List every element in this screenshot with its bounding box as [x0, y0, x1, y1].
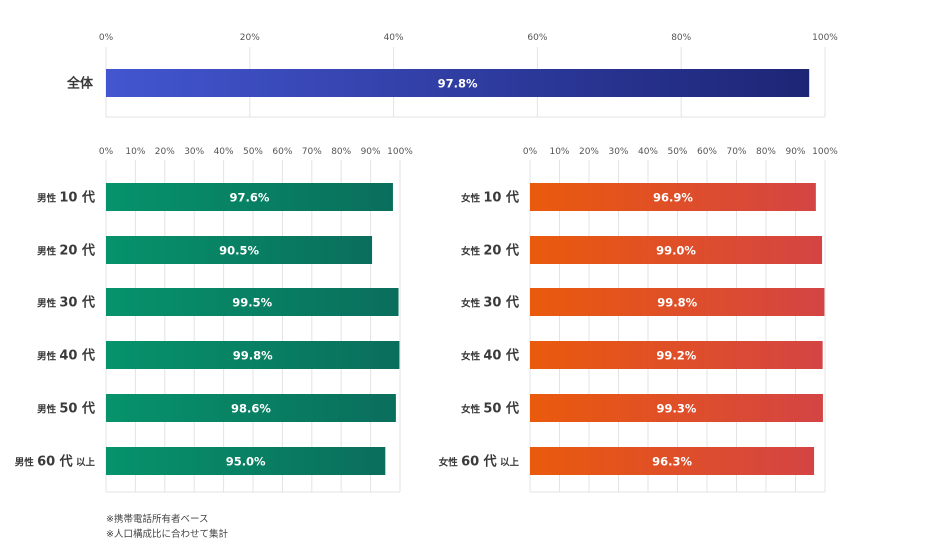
bar-value-label: 95.0% — [226, 455, 266, 469]
x-tick-label: 30% — [184, 147, 204, 157]
x-tick-label: 90% — [361, 147, 381, 157]
bar-value-label: 99.8% — [657, 296, 697, 310]
footnote-2: ※人口構成比に合わせて集計 — [106, 528, 228, 540]
category-label: 女性 20 代 — [461, 243, 519, 259]
x-tick-label: 0% — [99, 147, 114, 157]
overall-chart: 0% 20% 40% 60% 80% 100% 97.8% 全体 — [66, 33, 838, 118]
bar — [106, 341, 400, 369]
bar-value-label: 90.5% — [219, 244, 259, 258]
x-tick-label: 80% — [331, 147, 351, 157]
bar-value-label: 99.2% — [656, 349, 696, 363]
bar — [106, 183, 393, 211]
x-tick-label: 40% — [214, 147, 234, 157]
x-tick-label: 20% — [579, 147, 599, 157]
bar — [106, 69, 810, 97]
x-tick-label: 70% — [726, 147, 746, 157]
bar — [106, 236, 373, 264]
bar — [530, 447, 815, 475]
bar-value-label: 97.8% — [438, 77, 478, 91]
category-label: 全体 — [66, 76, 94, 92]
category-label: 男性 30 代 — [37, 295, 95, 311]
x-tick-label: 50% — [667, 147, 687, 157]
category-label: 女性 40 代 — [461, 348, 519, 364]
male-chart: 0% 10% 20% 30% 40% 50% 60% 70% 80% 90% 100% 97.6% 男性… — [15, 147, 413, 493]
bar-value-label: 98.6% — [231, 402, 271, 416]
x-tick-label: 10% — [125, 147, 145, 157]
bar-value-label: 99.3% — [657, 402, 697, 416]
bar — [530, 394, 823, 422]
x-tick-label: 100% — [812, 33, 838, 43]
footnotes: ※携帯電話所有者ベース ※人口構成比に合わせて集計 — [106, 513, 228, 540]
bar — [530, 236, 823, 264]
category-label: 男性 60 代 以上 — [15, 454, 96, 470]
bar — [106, 394, 396, 422]
category-label: 男性 10 代 — [37, 190, 95, 206]
x-tick-label: 20% — [240, 33, 260, 43]
category-label: 女性 50 代 — [461, 401, 519, 417]
x-tick-label: 80% — [756, 147, 776, 157]
x-tick-label: 100% — [812, 147, 838, 157]
x-tick-label: 80% — [671, 33, 691, 43]
category-label: 女性 60 代 以上 — [439, 454, 520, 470]
bar — [530, 183, 816, 211]
bar-value-label: 99.8% — [233, 349, 273, 363]
bar — [106, 288, 399, 316]
x-tick-label: 100% — [387, 147, 413, 157]
category-label: 男性 40 代 — [37, 348, 95, 364]
x-tick-label: 20% — [155, 147, 175, 157]
footnote-1: ※携帯電話所有者ベース — [106, 513, 209, 525]
x-tick-label: 40% — [384, 33, 404, 43]
female-chart: 0% 10% 20% 30% 40% 50% 60% 70% 80% 90% 100% 96.9% 女性… — [439, 147, 838, 493]
category-label: 男性 20 代 — [37, 243, 95, 259]
x-tick-label: 60% — [697, 147, 717, 157]
x-tick-label: 60% — [527, 33, 547, 43]
x-tick-label: 90% — [785, 147, 805, 157]
bar-value-label: 96.9% — [653, 191, 693, 205]
x-tick-label: 0% — [523, 147, 538, 157]
category-label: 女性 10 代 — [461, 190, 519, 206]
category-label: 女性 30 代 — [461, 295, 519, 311]
bar — [530, 341, 823, 369]
bar-value-label: 99.0% — [656, 244, 696, 258]
bar-value-label: 97.6% — [230, 191, 270, 205]
x-tick-label: 30% — [608, 147, 628, 157]
bar — [106, 447, 386, 475]
x-tick-label: 70% — [302, 147, 322, 157]
bar-value-label: 96.3% — [652, 455, 692, 469]
x-tick-label: 40% — [638, 147, 658, 157]
bar-value-label: 99.5% — [232, 296, 272, 310]
x-tick-label: 60% — [272, 147, 292, 157]
bar — [530, 288, 825, 316]
x-tick-label: 0% — [99, 33, 114, 43]
x-tick-label: 50% — [243, 147, 263, 157]
category-label: 男性 50 代 — [37, 401, 95, 417]
x-tick-label: 10% — [549, 147, 569, 157]
